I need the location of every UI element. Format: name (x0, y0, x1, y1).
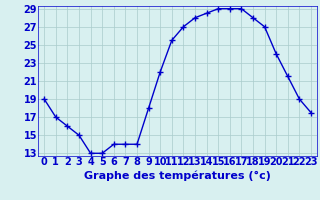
X-axis label: Graphe des températures (°c): Graphe des températures (°c) (84, 170, 271, 181)
